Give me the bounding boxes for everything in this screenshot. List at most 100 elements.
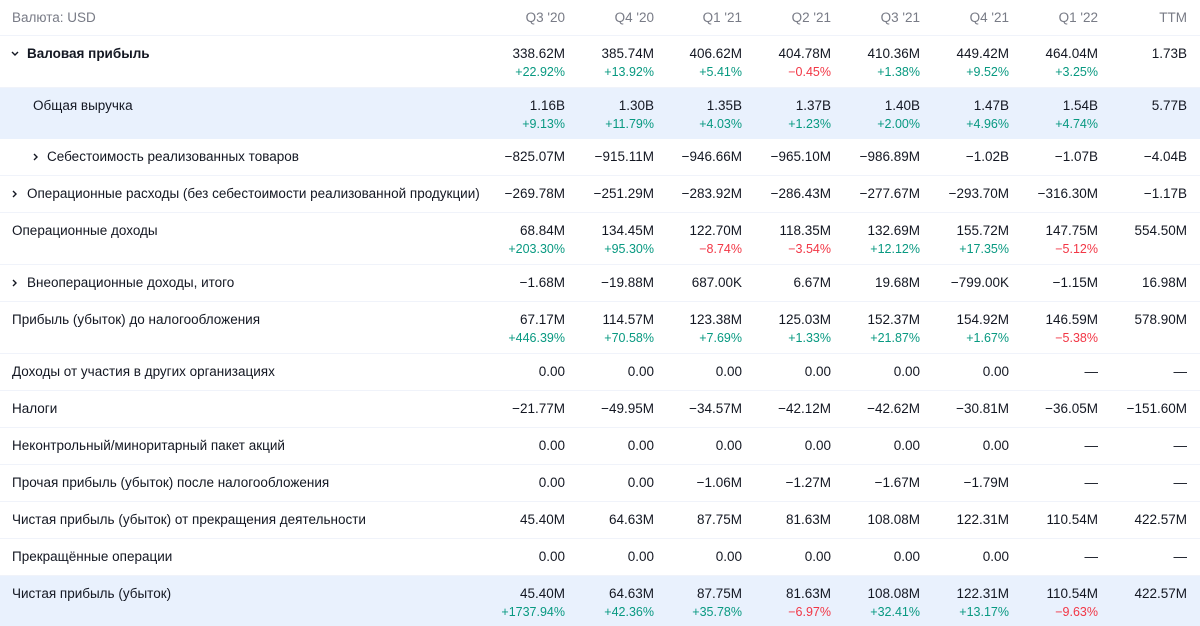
value-cell: 0.00 [982,549,1009,564]
row-label: Внеоперационные доходы, итого [27,275,235,290]
expand-chevron[interactable] [10,278,20,288]
value-cell: −269.78M [504,186,565,201]
value-cell: 1.30B [618,98,654,113]
change-cell: +13.92% [604,65,654,79]
value-cell: — [1084,438,1099,453]
value-cell: 122.31M [956,586,1009,601]
change-cell: +1.38% [877,65,920,79]
change-cell: −9.63% [1055,605,1098,619]
column-header: Q4 '21 [969,10,1009,25]
value-cell: −4.04B [1143,149,1187,164]
change-cell: +22.92% [515,65,565,79]
table-row: Общая выручка 1.16B 1.30B 1.35B 1.37B 1.40B 1.… [0,88,1200,139]
change-cell: +9.52% [966,65,1009,79]
value-cell: 110.54M [1046,586,1098,601]
value-cell: 0.00 [804,364,831,379]
change-cell: +1.33% [788,331,831,345]
value-cell: 108.08M [867,512,920,527]
value-cell: 0.00 [982,438,1009,453]
value-cell: 155.72M [956,223,1009,238]
row-label: Чистая прибыль (убыток) от прекращения д… [12,512,366,527]
value-cell: 0.00 [538,364,565,379]
value-cell: 123.38M [689,312,742,327]
value-cell: −49.95M [601,401,654,416]
change-cell: +70.58% [604,331,654,345]
value-cell: 1.40B [884,98,920,113]
value-cell: 122.70M [689,223,742,238]
value-cell: 45.40M [519,586,565,601]
value-cell: 0.00 [627,475,654,490]
change-cell: +446.39% [508,331,565,345]
value-cell: 410.36M [867,46,920,61]
value-cell: — [1084,364,1099,379]
value-cell: 0.00 [893,549,920,564]
value-cell: 87.75M [696,586,742,601]
value-cell: 152.37M [867,312,920,327]
table-row: Неконтрольный/миноритарный пакет акций 0.… [0,428,1200,465]
table-row: Внеоперационные доходы, итого −1.68M −19.8… [0,265,1200,302]
value-cell: 0.00 [627,438,654,453]
value-cell: −1.07B [1054,149,1098,164]
value-cell: 45.40M [519,512,565,527]
expand-chevron[interactable] [10,49,20,59]
expand-chevron[interactable] [31,152,41,162]
change-cell: +3.25% [1055,65,1098,79]
value-cell: 338.62M [512,46,565,61]
column-header: Q4 '20 [614,10,654,25]
table-row: Прочая прибыль (убыток) после налогообло… [0,465,1200,502]
change-cell: +11.79% [605,117,654,131]
column-header: Q2 '21 [791,10,831,25]
table-row: Чистая прибыль (убыток) 45.40M 64.63M 87.75… [0,576,1200,626]
value-cell: 64.63M [608,512,654,527]
value-cell: 1.35B [706,98,742,113]
value-cell: 385.74M [601,46,654,61]
value-cell: 122.31M [956,512,1009,527]
change-cell: −0.45% [788,65,831,79]
value-cell: 154.92M [956,312,1009,327]
value-cell: 0.00 [715,438,742,453]
value-cell: 118.35M [779,223,831,238]
value-cell: 0.00 [538,549,565,564]
change-cell: −5.38% [1055,331,1098,345]
value-cell: 81.63M [785,586,831,601]
value-cell: −36.05M [1045,401,1098,416]
value-cell: 422.57M [1134,512,1187,527]
change-cell: +35.78% [692,605,742,619]
value-cell: 0.00 [715,364,742,379]
value-cell: 147.75M [1045,223,1098,238]
value-cell: −965.10M [770,149,831,164]
value-cell: 449.42M [956,46,1009,61]
table-row: Чистая прибыль (убыток) от прекращения д… [0,502,1200,539]
value-cell: 110.54M [1046,512,1098,527]
value-cell: −1.06M [696,475,742,490]
column-header: Q3 '20 [525,10,565,25]
value-cell: 1.73B [1151,46,1187,61]
change-cell: +42.36% [604,605,654,619]
value-cell: 1.47B [973,98,1009,113]
row-label: Прибыль (убыток) до налогообложения [12,312,261,327]
column-header: Q1 '22 [1058,10,1098,25]
value-cell: 64.63M [608,586,654,601]
row-label: Прочая прибыль (убыток) после налогообло… [12,475,330,490]
row-label: Неконтрольный/миноритарный пакет акций [12,438,285,453]
value-cell: −277.67M [859,186,920,201]
value-cell: −151.60M [1126,401,1187,416]
value-cell: — [1084,475,1099,490]
value-cell: −825.07M [504,149,565,164]
value-cell: — [1173,364,1188,379]
value-cell: −19.88M [601,275,654,290]
value-cell: 16.98M [1141,275,1187,290]
value-cell: 5.77B [1151,98,1187,113]
column-header: Q3 '21 [880,10,920,25]
value-cell: — [1173,475,1188,490]
expand-chevron[interactable] [10,189,20,199]
column-header: Q1 '21 [702,10,742,25]
value-cell: 108.08M [867,586,920,601]
value-cell: 1.16B [529,98,565,113]
row-label: Чистая прибыль (убыток) [12,586,172,601]
value-cell: −283.92M [681,186,742,201]
change-cell: +32.41% [870,605,920,619]
value-cell: −30.81M [956,401,1009,416]
value-cell: 404.78M [778,46,831,61]
change-cell: +203.30% [508,242,565,256]
